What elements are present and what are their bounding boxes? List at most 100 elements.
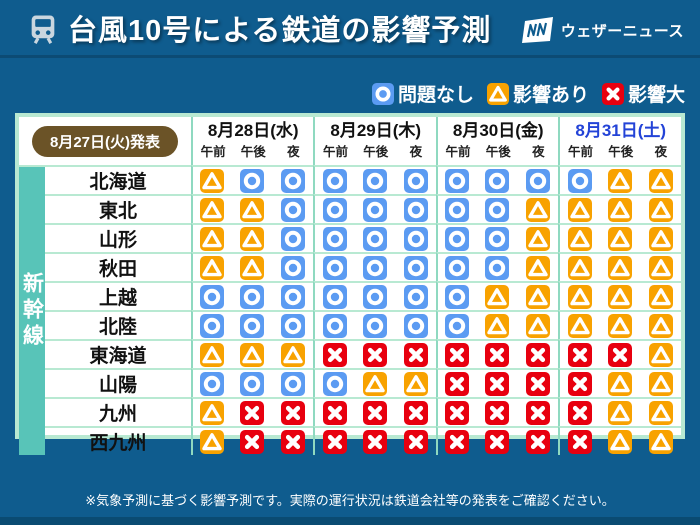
circle-icon	[403, 197, 428, 222]
corner-cell: 8月27日(火)発表	[19, 117, 191, 165]
circle-icon	[445, 226, 470, 251]
cross-icon	[281, 429, 306, 454]
legend-item: 問題なし	[371, 80, 474, 107]
status-cell	[231, 252, 273, 281]
status-cell	[558, 339, 600, 368]
line-label-cell: 北陸	[45, 310, 191, 339]
status-cell	[191, 310, 232, 339]
triangle-icon	[648, 284, 673, 309]
status-cell	[558, 194, 600, 223]
circle-icon	[445, 255, 470, 280]
legend-label: 影響大	[627, 85, 685, 106]
status-cell	[517, 310, 559, 339]
day-header-date: 8月30日(金)	[452, 120, 544, 140]
status-cell	[231, 397, 273, 426]
status-cell	[435, 252, 477, 281]
triangle-icon	[403, 371, 428, 396]
circle-icon	[322, 197, 347, 222]
status-cell	[272, 310, 314, 339]
status-cell	[476, 310, 518, 339]
status-cell	[476, 165, 518, 194]
status-cell	[517, 281, 559, 310]
status-cell	[191, 281, 232, 310]
triangle-icon	[567, 255, 592, 280]
triangle-icon	[200, 197, 225, 222]
triangle-icon	[567, 313, 592, 338]
cross-icon	[526, 429, 551, 454]
triangle-icon	[240, 226, 265, 251]
circle-icon	[322, 313, 347, 338]
status-cell	[313, 397, 355, 426]
status-cell	[191, 194, 232, 223]
triangle-icon	[567, 284, 592, 309]
circle-icon	[240, 284, 265, 309]
status-cell	[272, 339, 314, 368]
status-cell	[272, 223, 314, 252]
legend-item: 影響大	[601, 80, 685, 107]
status-cell	[231, 368, 273, 397]
status-cell	[313, 194, 355, 223]
day-header: 8月29日(木) 午前 午後 夜	[313, 117, 436, 165]
status-cell	[272, 281, 314, 310]
triangle-icon	[526, 255, 551, 280]
line-label-cell: 山陽	[45, 368, 191, 397]
circle-icon	[362, 168, 387, 193]
line-label-cell: 北海道	[45, 165, 191, 194]
status-cell	[435, 194, 477, 223]
status-cell	[395, 397, 436, 426]
cross-icon	[485, 429, 510, 454]
time-slot-label: 午後	[608, 145, 634, 160]
circle-icon	[281, 197, 306, 222]
status-cell	[231, 194, 273, 223]
status-cell	[640, 310, 681, 339]
cross-icon	[526, 371, 551, 396]
circle-icon	[281, 371, 306, 396]
status-cell	[435, 310, 477, 339]
cross-icon	[445, 400, 470, 425]
day-header-date: 8月31日(土)	[575, 120, 667, 140]
status-cell	[558, 281, 600, 310]
status-cell	[476, 281, 518, 310]
triangle-icon	[607, 168, 632, 193]
status-cell	[558, 252, 600, 281]
line-label: 北陸	[98, 317, 137, 338]
status-cell	[354, 194, 396, 223]
circle-icon	[485, 255, 510, 280]
status-cell	[395, 310, 436, 339]
cross-icon	[322, 342, 347, 367]
status-cell	[272, 426, 314, 455]
time-slot-label: 夜	[287, 145, 300, 160]
triangle-icon	[362, 371, 387, 396]
circle-icon	[485, 197, 510, 222]
status-cell	[231, 339, 273, 368]
triangle-icon	[607, 284, 632, 309]
status-cell	[313, 368, 355, 397]
cross-icon	[281, 400, 306, 425]
triangle-icon	[200, 400, 225, 425]
status-cell	[395, 194, 436, 223]
circle-icon	[322, 226, 347, 251]
triangle-icon	[648, 168, 673, 193]
line-label-cell: 秋田	[45, 252, 191, 281]
legend: 問題なし 影響あり 影響大	[371, 80, 685, 107]
triangle-icon	[281, 342, 306, 367]
triangle-icon	[485, 284, 510, 309]
cross-icon	[445, 371, 470, 396]
page-title: 台風10号による鉄道の影響予測	[68, 14, 492, 47]
cross-icon	[567, 429, 592, 454]
status-cell	[395, 368, 436, 397]
circle-icon	[485, 168, 510, 193]
cross-icon	[567, 400, 592, 425]
triangle-icon	[526, 197, 551, 222]
circle-icon	[240, 168, 265, 193]
line-label-cell: 西九州	[45, 426, 191, 455]
group-cell: 新幹線	[19, 165, 45, 455]
circle-icon	[200, 371, 225, 396]
triangle-icon	[240, 342, 265, 367]
triangle-icon	[486, 82, 509, 105]
status-cell	[395, 426, 436, 455]
legend-item: 影響あり	[486, 80, 589, 107]
circle-icon	[403, 284, 428, 309]
time-slot-label: 午後	[363, 145, 389, 160]
day-header: 8月30日(金) 午前 午後 夜	[435, 117, 559, 165]
